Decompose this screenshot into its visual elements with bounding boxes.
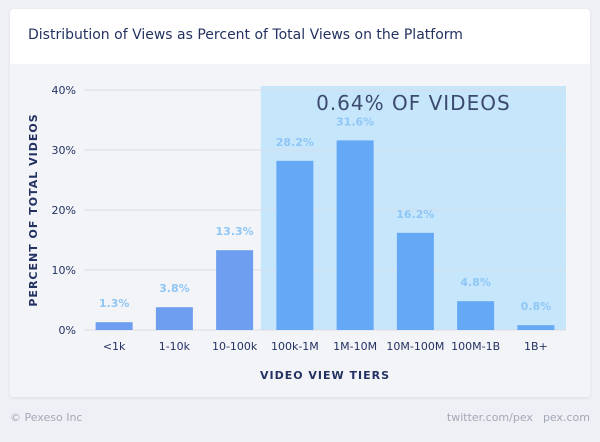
data-label: 28.2% [276,136,314,149]
y-tick-label: 10% [52,264,76,277]
y-tick-label: 30% [52,144,76,157]
data-label: 0.8% [521,300,552,313]
bar [216,250,254,330]
bar [396,232,434,330]
bar [155,307,193,330]
x-tick-label: 10M-100M [386,340,444,353]
x-tick-label: 100M-1B [451,340,500,353]
x-tick-label: 10-100k [212,340,258,353]
data-label: 3.8% [159,282,190,295]
chart-title: Distribution of Views as Percent of Tota… [28,27,463,43]
y-tick-label: 20% [52,204,76,217]
y-tick-label: 0% [59,324,76,337]
bar-chart: 0.64% OF VIDEOS 0% 10% 20% 30% 40% 1.3% <1k 3.8%… [27,84,566,382]
y-tick-label: 40% [52,84,76,97]
data-label: 16.2% [396,208,434,221]
x-tick-label: <1k [103,340,126,353]
bar [457,301,495,330]
x-axis-title: VIDEO VIEW TIERS [260,369,390,382]
x-tick-label: 100k-1M [271,340,319,353]
bar [517,325,555,330]
y-axis-title: PERCENT OF TOTAL VIDEOS [27,113,40,306]
bar [276,160,314,330]
data-label: 13.3% [216,225,254,238]
footer-links: twitter.com/pex pex.com [437,411,590,424]
twitter-link[interactable]: twitter.com/pex [446,411,533,424]
x-tick-label: 1-10k [159,340,191,353]
x-tick-label: 1M-10M [333,340,377,353]
copyright-text: © Pexeso Inc [10,411,83,424]
data-label: 1.3% [99,297,130,310]
x-tick-label: 1B+ [524,340,548,353]
bar [336,140,374,330]
highlight-label: 0.64% OF VIDEOS [316,91,511,115]
data-label: 4.8% [460,276,491,289]
data-label: 31.6% [336,115,374,128]
site-link[interactable]: pex.com [542,411,590,424]
bar [95,322,133,330]
